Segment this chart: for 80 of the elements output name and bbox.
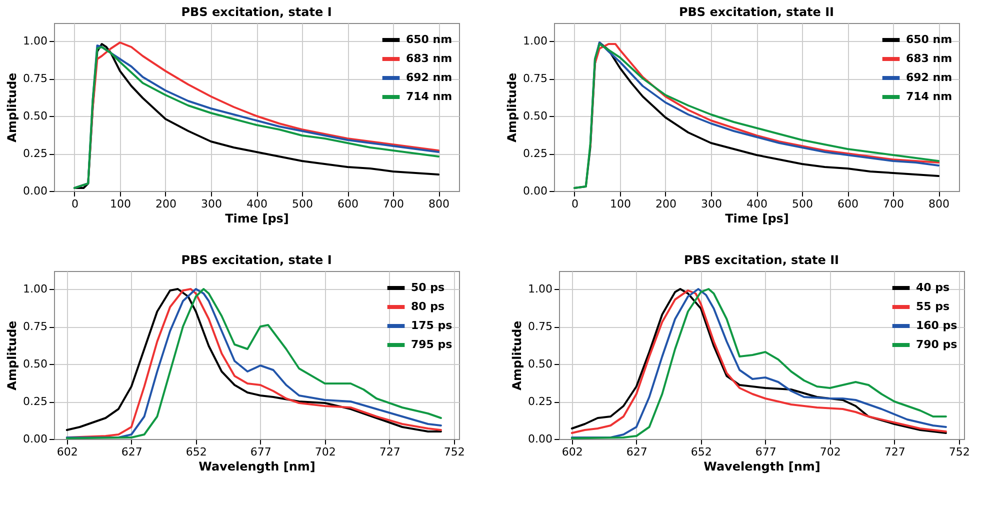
x-tick-label: 627	[121, 446, 142, 458]
y-tick-label: 0.00	[523, 184, 548, 198]
y-tick-label: 0.25	[23, 147, 48, 160]
x-tick-label: 602	[562, 446, 583, 458]
x-tick-label: 627	[626, 446, 648, 458]
y-axis-title: Amplitude	[510, 320, 524, 390]
legend-label: 714 nm	[406, 90, 452, 103]
x-tick-label: 602	[56, 446, 78, 458]
y-tick-label: 0.25	[523, 147, 548, 160]
x-axis-title: Wavelength [nm]	[198, 460, 316, 474]
y-axis-title: Amplitude	[5, 320, 20, 390]
x-tick-label: 500	[792, 198, 814, 210]
y-tick-label: 0.25	[23, 395, 48, 408]
x-tick-label: 702	[314, 446, 336, 458]
x-tick-label: 100	[610, 198, 631, 210]
legend-label: 50 ps	[411, 281, 446, 294]
x-tick-label: 727	[379, 446, 400, 458]
x-tick-label: 800	[928, 198, 950, 210]
x-tick-label: 100	[110, 198, 131, 210]
x-tick-label: 200	[655, 198, 676, 210]
x-tick-label: 600	[838, 198, 859, 210]
legend-label: 714 nm	[906, 90, 952, 103]
y-tick-label: 0.50	[23, 358, 48, 370]
legend-label: 40 ps	[916, 281, 950, 294]
x-tick-label: 702	[820, 446, 841, 458]
x-tick-label: 600	[338, 198, 359, 210]
y-tick-label: 0.75	[528, 320, 552, 333]
legend-label: 175 ps	[411, 319, 453, 332]
x-tick-label: 727	[884, 446, 906, 458]
y-tick-label: 0.00	[23, 184, 48, 198]
y-tick-label: 0.75	[523, 72, 548, 85]
y-tick-label: 0.75	[23, 72, 48, 85]
y-tick-label: 0.00	[23, 432, 48, 446]
legend-label: 692 nm	[906, 71, 952, 84]
legend-label: 55 ps	[916, 300, 950, 313]
legend-label: 650 nm	[406, 33, 452, 46]
chart-title: PBS excitation, state I	[181, 5, 332, 19]
chart-title: PBS excitation, state I	[181, 253, 332, 267]
y-tick-label: 0.50	[523, 110, 548, 122]
legend-label: 683 nm	[906, 52, 952, 65]
x-tick-label: 0	[71, 198, 78, 210]
x-tick-label: 752	[948, 446, 970, 458]
chart-title: PBS excitation, state II	[684, 253, 840, 267]
y-tick-label: 0.00	[528, 432, 552, 446]
legend-label: 683 nm	[406, 52, 452, 65]
x-tick-label: 700	[383, 198, 404, 210]
x-tick-label: 200	[155, 198, 176, 210]
legend-label: 692 nm	[406, 71, 452, 84]
legend-label: 80 ps	[411, 300, 446, 313]
x-tick-label: 500	[292, 198, 314, 210]
x-tick-label: 400	[746, 198, 768, 210]
x-tick-label: 700	[883, 198, 904, 210]
legend-label: 790 ps	[916, 338, 958, 351]
x-tick-label: 677	[250, 446, 272, 458]
x-tick-label: 652	[186, 446, 207, 458]
legend-label: 650 nm	[906, 33, 952, 46]
y-tick-label: 0.50	[23, 110, 48, 122]
y-tick-label: 1.00	[23, 282, 48, 296]
x-tick-label: 677	[755, 446, 776, 458]
legend-label: 795 ps	[411, 338, 453, 351]
y-axis-title: Amplitude	[5, 72, 20, 142]
x-axis-title: Time [ps]	[225, 212, 289, 226]
x-tick-label: 400	[246, 198, 268, 210]
x-tick-label: 0	[571, 198, 578, 210]
y-tick-label: 0.50	[528, 358, 552, 370]
legend-label: 160 ps	[916, 319, 958, 332]
y-tick-label: 1.00	[23, 34, 48, 48]
y-tick-label: 0.75	[23, 320, 48, 333]
x-tick-label: 752	[444, 446, 465, 458]
x-tick-label: 652	[690, 446, 712, 458]
x-tick-label: 300	[700, 198, 722, 210]
y-tick-label: 1.00	[523, 34, 548, 48]
y-tick-label: 1.00	[528, 282, 552, 296]
x-tick-label: 800	[428, 198, 450, 210]
chart-title: PBS excitation, state II	[678, 5, 834, 19]
x-axis-title: Wavelength [nm]	[704, 460, 820, 474]
x-tick-label: 300	[200, 198, 222, 210]
y-tick-label: 0.25	[528, 395, 552, 408]
x-axis-title: Time [ps]	[725, 212, 789, 226]
y-axis-title: Amplitude	[505, 72, 520, 142]
